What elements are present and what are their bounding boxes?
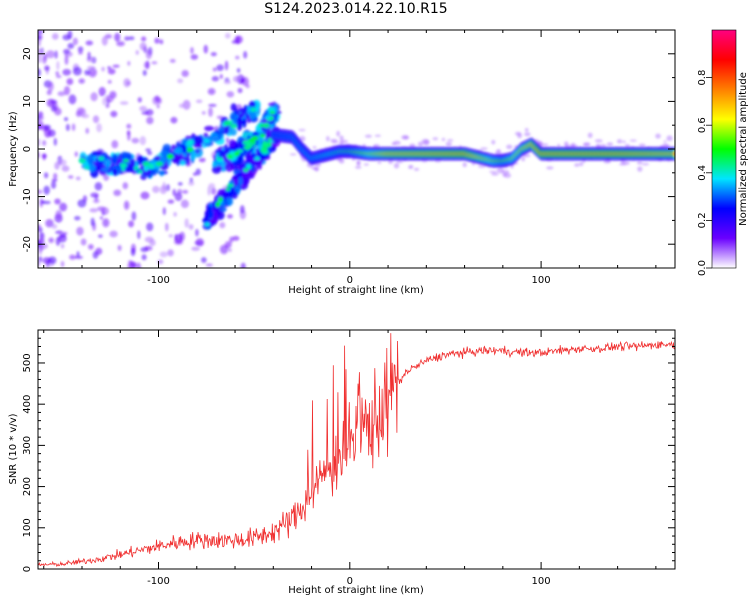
snr-ytick-label: 0 [22,566,33,572]
snr-ylabel: SNR (10 * v/v) [8,413,19,484]
spectrogram-xtick-label: -100 [147,275,170,286]
colorbar-tick-label: 0.0 [697,260,708,276]
colorbar: 0.0 0.2 0.4 0.6 0.8 Normalized spectral ampl… [697,29,749,276]
snr-ytick-label: 100 [22,518,33,537]
colorbar-tick-label: 0.6 [697,117,708,133]
colorbar-ticks: 0.0 0.2 0.4 0.6 0.8 [697,70,712,276]
colorbar-tick-label: 0.2 [697,212,708,228]
spectrogram-ytick-label: 20 [22,47,33,60]
spectrogram-ytick-label: 10 [22,95,33,108]
colorbar-tick-label: 0.4 [697,165,708,181]
snr-ticks: -100 0 100 0 100 200 300 400 500 [22,329,675,587]
spectrogram-ytick-label: 0 [22,146,33,152]
snr-panel: -100 0 100 0 100 200 300 400 500 Height of strai… [8,329,676,596]
snr-line [38,333,675,567]
spectrogram-xtick-label: 100 [532,275,551,286]
snr-ytick-label: 300 [22,436,33,455]
snr-xtick-label: 100 [532,576,551,587]
spectrogram-xtick-label: 0 [347,275,353,286]
chart-title: S124.2023.014.22.10.R15 [264,1,448,17]
colorbar-tick-label: 0.8 [697,70,708,86]
spectrogram-ytick-label: -20 [22,236,33,252]
colorbar-gradient [711,29,737,269]
snr-xtick-label: -100 [147,576,170,587]
spectrogram-blobs [38,30,675,268]
spectrogram-heatmap [38,30,675,268]
snr-ytick-label: 400 [22,395,33,414]
spectrogram-ylabel: Frequency (Hz) [8,111,19,187]
snr-background [38,330,675,569]
snr-plot [38,333,675,567]
snr-ytick-label: 500 [22,353,33,372]
snr-frame [37,329,676,570]
spectrogram-ytick-label: -10 [22,188,33,204]
snr-xtick-label: 0 [347,576,353,587]
colorbar-label: Normalized spectral amplitude [738,72,749,226]
spectrogram-xlabel: Height of straight line (km) [288,285,424,296]
snr-ytick-label: 200 [22,477,33,496]
snr-xlabel: Height of straight line (km) [288,585,424,596]
